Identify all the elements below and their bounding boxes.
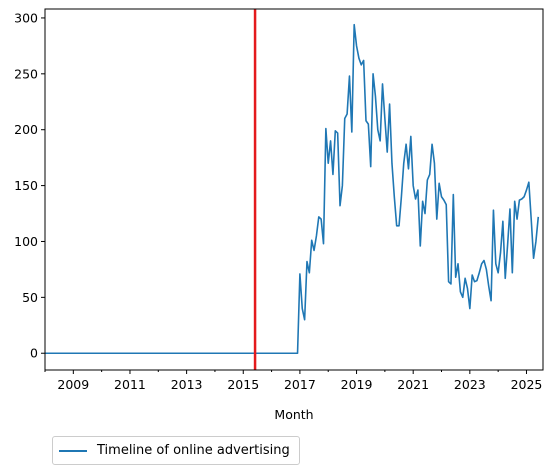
x-axis-title: Month (274, 407, 313, 422)
x-tick-label: 2013 (171, 377, 203, 392)
y-tick-label: 300 (14, 10, 38, 25)
x-tick-label: 2011 (114, 377, 146, 392)
y-tick-label: 150 (14, 178, 38, 193)
axes-frame (44, 8, 544, 371)
x-tick-label: 2017 (284, 377, 316, 392)
y-tick-label: 0 (30, 346, 38, 361)
y-tick-label: 100 (14, 234, 38, 249)
legend: Timeline of online advertising (52, 436, 300, 465)
series-layer (45, 23, 540, 355)
ticks-layer: 0 50 100 150 200 250 300 2009 2011 2013 2015 2017 20… (14, 10, 542, 392)
y-tick-label: 250 (14, 66, 38, 81)
x-tick-label: 2019 (341, 377, 373, 392)
series-line-0 (45, 23, 540, 355)
legend-swatch (59, 449, 87, 452)
x-tick-label: 2025 (511, 377, 543, 392)
legend-label: Timeline of online advertising (97, 443, 290, 458)
x-tick-label: 2015 (227, 377, 259, 392)
y-tick-label: 50 (22, 290, 38, 305)
x-tick-label: 2009 (57, 377, 89, 392)
x-tick-label: 2023 (454, 377, 486, 392)
x-tick-label: 2021 (397, 377, 429, 392)
y-tick-label: 200 (14, 122, 38, 137)
